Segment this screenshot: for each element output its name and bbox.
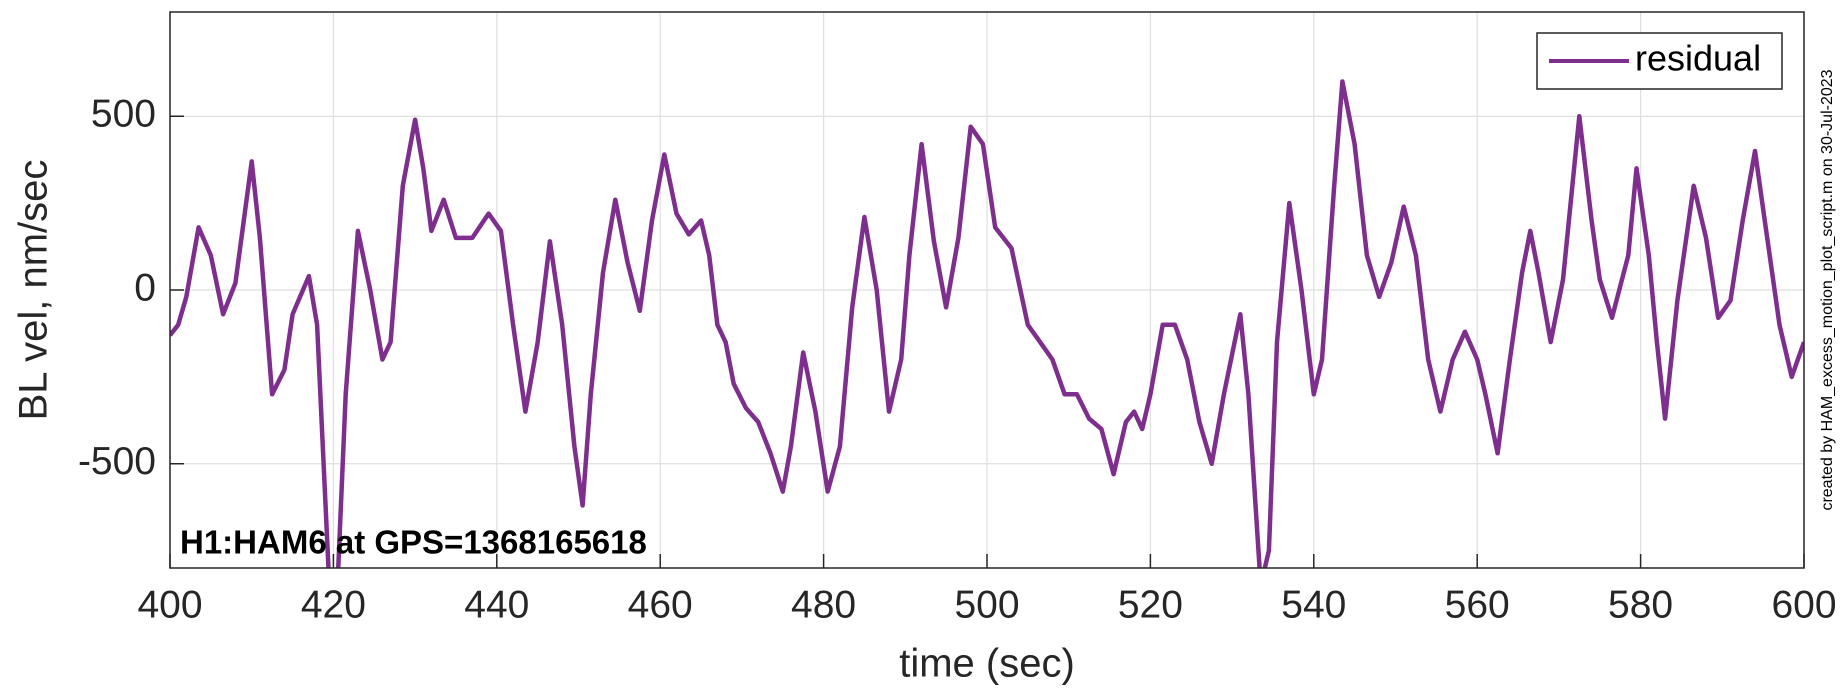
x-tick-label: 500 — [954, 583, 1019, 626]
x-tick-label: 560 — [1445, 583, 1510, 626]
y-axis-label: BL vel, nm/sec — [12, 160, 56, 421]
plot-frame — [169, 11, 1805, 569]
y-tick-label: -500 — [78, 440, 156, 483]
x-tick-label: 460 — [628, 583, 693, 626]
data-line — [170, 79, 1804, 568]
x-tick-label: 480 — [791, 583, 856, 626]
y-tick-label: 500 — [91, 93, 156, 136]
x-tick-label: 440 — [464, 583, 529, 626]
x-tick-label: 540 — [1281, 583, 1346, 626]
x-tick-label: 520 — [1118, 583, 1183, 626]
annotation: H1:HAM6 at GPS=1368165618 — [180, 524, 647, 561]
x-tick-label: 580 — [1608, 583, 1673, 626]
x-tick-label: 420 — [301, 583, 366, 626]
y-tick-label: 0 — [134, 266, 156, 309]
x-axis-label: time (sec) — [899, 642, 1075, 686]
side-note: created by HAM_excess_motion_plot_script… — [1819, 69, 1836, 510]
x-tick-label: 600 — [1771, 583, 1836, 626]
x-tick-label: 400 — [137, 583, 202, 626]
legend-label: residual — [1635, 38, 1761, 79]
